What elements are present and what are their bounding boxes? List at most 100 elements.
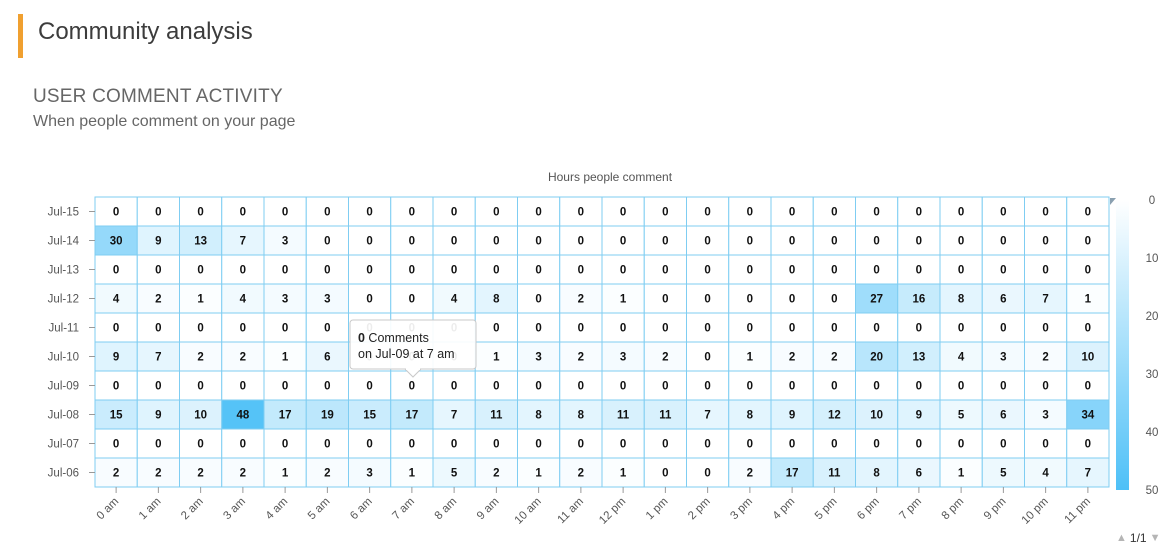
heatmap-cell[interactable] bbox=[855, 399, 899, 430]
heatmap-cell[interactable] bbox=[348, 254, 392, 285]
heatmap-cell[interactable] bbox=[305, 283, 349, 314]
heatmap-cell[interactable] bbox=[1066, 428, 1110, 459]
heatmap-cell[interactable] bbox=[517, 399, 561, 430]
heatmap-cell[interactable] bbox=[728, 341, 772, 372]
triangle-down-icon[interactable]: ▼ bbox=[1149, 532, 1161, 544]
heatmap-cell[interactable] bbox=[474, 457, 518, 488]
heatmap-cell[interactable] bbox=[812, 312, 856, 343]
heatmap-cell[interactable] bbox=[601, 254, 645, 285]
heatmap-cell[interactable] bbox=[981, 312, 1025, 343]
heatmap-cell[interactable] bbox=[1066, 399, 1110, 430]
heatmap-cell[interactable] bbox=[686, 254, 730, 285]
heatmap-cell[interactable] bbox=[686, 196, 730, 227]
heatmap-cell[interactable] bbox=[770, 283, 814, 314]
heatmap-cell[interactable] bbox=[179, 196, 223, 227]
heatmap-cell[interactable] bbox=[559, 225, 603, 256]
heatmap-cell[interactable] bbox=[390, 457, 434, 488]
heatmap-cell[interactable] bbox=[221, 254, 265, 285]
heatmap-cell[interactable] bbox=[855, 457, 899, 488]
heatmap-cell[interactable] bbox=[263, 283, 307, 314]
heatmap-cell[interactable] bbox=[1024, 196, 1068, 227]
heatmap-cell[interactable] bbox=[136, 370, 180, 401]
heatmap-cell[interactable] bbox=[559, 196, 603, 227]
heatmap-cell[interactable] bbox=[770, 457, 814, 488]
heatmap-cell[interactable] bbox=[939, 225, 983, 256]
heatmap-cell[interactable] bbox=[559, 341, 603, 372]
heatmap-cell[interactable] bbox=[601, 196, 645, 227]
heatmap-cell[interactable] bbox=[601, 283, 645, 314]
heatmap-cell[interactable] bbox=[812, 399, 856, 430]
heatmap-cell[interactable] bbox=[686, 370, 730, 401]
heatmap-cell[interactable] bbox=[897, 341, 941, 372]
heatmap-cell[interactable] bbox=[179, 254, 223, 285]
heatmap-cell[interactable] bbox=[812, 283, 856, 314]
heatmap-cell[interactable] bbox=[432, 457, 476, 488]
heatmap-cell[interactable] bbox=[939, 341, 983, 372]
heatmap-cell[interactable] bbox=[432, 370, 476, 401]
heatmap-cell[interactable] bbox=[517, 457, 561, 488]
heatmap-cell[interactable] bbox=[643, 225, 687, 256]
heatmap-cell[interactable] bbox=[94, 457, 138, 488]
heatmap-cell[interactable] bbox=[136, 196, 180, 227]
heatmap-cell[interactable] bbox=[305, 399, 349, 430]
heatmap-cell[interactable] bbox=[94, 254, 138, 285]
heatmap-cell[interactable] bbox=[432, 399, 476, 430]
heatmap-cell[interactable] bbox=[559, 428, 603, 459]
heatmap-cell[interactable] bbox=[390, 254, 434, 285]
heatmap-cell[interactable] bbox=[390, 428, 434, 459]
heatmap-cell[interactable] bbox=[305, 196, 349, 227]
heatmap-cell[interactable] bbox=[136, 428, 180, 459]
heatmap-cell[interactable] bbox=[812, 196, 856, 227]
heatmap-cell[interactable] bbox=[221, 225, 265, 256]
heatmap-cell[interactable] bbox=[812, 225, 856, 256]
heatmap-cell[interactable] bbox=[939, 283, 983, 314]
heatmap-cell[interactable] bbox=[981, 370, 1025, 401]
heatmap-cell[interactable] bbox=[517, 370, 561, 401]
heatmap-cell[interactable] bbox=[812, 254, 856, 285]
heatmap-cell[interactable] bbox=[136, 341, 180, 372]
heatmap-cell[interactable] bbox=[897, 196, 941, 227]
heatmap-cell[interactable] bbox=[728, 196, 772, 227]
heatmap-cell[interactable] bbox=[643, 457, 687, 488]
heatmap-cell[interactable] bbox=[474, 254, 518, 285]
heatmap-cell[interactable] bbox=[432, 283, 476, 314]
heatmap-cell[interactable] bbox=[1024, 312, 1068, 343]
heatmap-cell[interactable] bbox=[643, 428, 687, 459]
heatmap-cell[interactable] bbox=[348, 457, 392, 488]
heatmap-cell[interactable] bbox=[348, 283, 392, 314]
heatmap-cell[interactable] bbox=[474, 312, 518, 343]
heatmap-cell[interactable] bbox=[981, 428, 1025, 459]
heatmap-cell[interactable] bbox=[474, 370, 518, 401]
heatmap-cell[interactable] bbox=[643, 196, 687, 227]
heatmap-cell[interactable] bbox=[855, 225, 899, 256]
heatmap-cell[interactable] bbox=[770, 341, 814, 372]
heatmap-cell[interactable] bbox=[179, 457, 223, 488]
heatmap-cell[interactable] bbox=[179, 283, 223, 314]
heatmap-cell[interactable] bbox=[263, 196, 307, 227]
heatmap-cell[interactable] bbox=[559, 283, 603, 314]
heatmap-cell[interactable] bbox=[939, 457, 983, 488]
heatmap-cell[interactable] bbox=[179, 428, 223, 459]
heatmap-cell[interactable] bbox=[517, 254, 561, 285]
heatmap-cell[interactable] bbox=[559, 312, 603, 343]
heatmap-cell[interactable] bbox=[728, 254, 772, 285]
heatmap-cell[interactable] bbox=[432, 254, 476, 285]
heatmap-cell[interactable] bbox=[1024, 341, 1068, 372]
heatmap-cell[interactable] bbox=[94, 370, 138, 401]
heatmap-cell[interactable] bbox=[221, 370, 265, 401]
heatmap-cell[interactable] bbox=[305, 254, 349, 285]
heatmap-cell[interactable] bbox=[981, 196, 1025, 227]
heatmap-cell[interactable] bbox=[1024, 225, 1068, 256]
heatmap-cell[interactable] bbox=[390, 399, 434, 430]
heatmap-cell[interactable] bbox=[1024, 399, 1068, 430]
heatmap-cell[interactable] bbox=[179, 312, 223, 343]
heatmap-cell[interactable] bbox=[1066, 254, 1110, 285]
heatmap-cell[interactable] bbox=[263, 428, 307, 459]
heatmap-cell[interactable] bbox=[94, 428, 138, 459]
heatmap-cell[interactable] bbox=[897, 312, 941, 343]
heatmap-cell[interactable] bbox=[601, 225, 645, 256]
heatmap-cell[interactable] bbox=[263, 254, 307, 285]
heatmap-cell[interactable] bbox=[474, 196, 518, 227]
heatmap-cell[interactable] bbox=[305, 341, 349, 372]
heatmap-cell[interactable] bbox=[1024, 283, 1068, 314]
